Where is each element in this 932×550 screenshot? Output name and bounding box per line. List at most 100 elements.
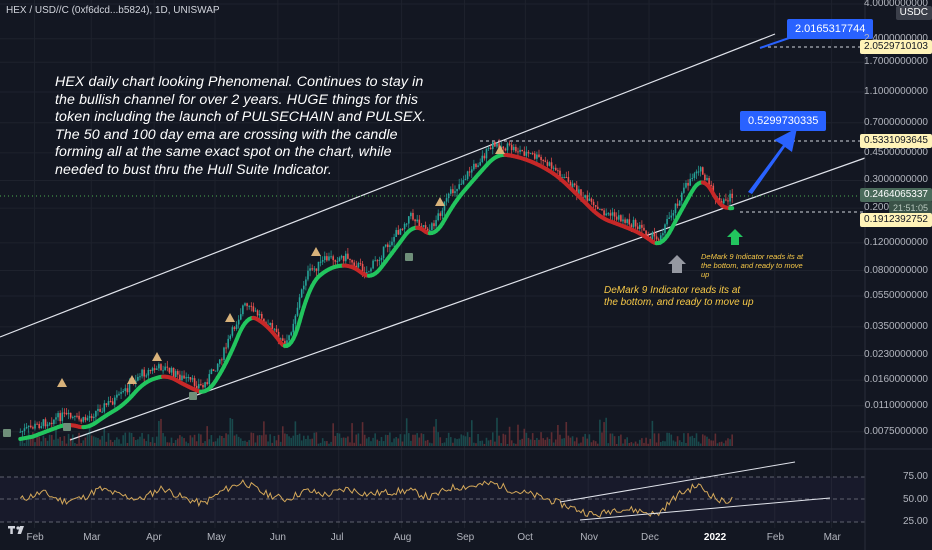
volume-bar-40 [103,428,106,446]
volume-bar-320 [691,435,694,446]
volume-bar-273 [592,440,595,446]
volume-bar-257 [559,434,561,446]
volume-bar-250 [544,439,547,446]
volume-bar-315 [680,442,683,446]
candle-body-186 [410,212,412,217]
rsi-pane[interactable] [0,448,932,523]
candle-body-336 [725,199,727,201]
channel-upper-line[interactable] [0,33,776,338]
volume-bar-141 [315,432,318,446]
candle-body-48 [120,392,122,394]
volume-bar-202 [443,442,446,446]
volume-bar-34 [90,435,93,446]
candle-body-244 [531,153,534,155]
volume-bar-146 [326,441,328,446]
candle-body-74 [174,371,177,378]
candle-body-66 [158,364,160,369]
candle-body-43 [109,401,112,403]
candle-body-190 [418,219,421,227]
callout-mid-target[interactable]: 0.5299730335 [740,111,827,131]
candle-body-225 [491,142,494,150]
green-arrow-icon [727,229,743,245]
candle-body-71 [168,367,171,373]
volume-bar-24 [69,438,72,446]
volume-bar-143 [319,442,322,446]
currency-badge[interactable]: USDC [895,6,932,20]
callout-upper-target[interactable]: 2.0165317744 [787,19,874,39]
price-label-low: 0.1912392752 [860,213,932,227]
volume-bar-86 [200,434,202,446]
volume-bar-19 [59,436,61,446]
candle-body-160 [355,265,358,268]
volume-bar-49 [122,435,124,446]
volume-bar-67 [160,418,162,446]
volume-bar-307 [664,441,666,446]
candle-body-98 [225,347,227,349]
volume-bar-46 [116,437,118,446]
candle-body-6 [32,427,34,429]
candle-body-218 [477,165,479,168]
volume-bar-248 [540,432,542,446]
candle-body-80 [187,377,190,379]
candle-body-253 [550,162,553,169]
volume-bar-200 [439,437,442,446]
volume-bar-281 [609,433,612,446]
volume-bar-130 [292,435,295,446]
volume-bar-72 [170,437,173,446]
annotation-text[interactable]: HEX daily chart looking Phenomenal. Cont… [55,74,427,178]
volume-bar-0 [19,441,22,446]
candle-body-125 [281,338,284,341]
candle-body-148 [330,256,332,258]
candle-body-321 [693,173,696,178]
candle-body-13 [46,424,49,427]
candle-body-227 [496,143,498,147]
price-tick-13: 0.0160000000 [864,374,928,386]
demark-note-large[interactable]: DeMark 9 Indicator reads its at the bott… [604,285,754,308]
demark-note-small[interactable]: DeMark 9 Indicator reads its at the bott… [701,252,804,279]
candle-body-149 [332,256,334,261]
volume-bar-322 [695,433,698,446]
volume-bar-237 [517,424,519,446]
volume-bar-208 [456,439,458,446]
candle-body-283 [613,212,616,217]
candle-body-116 [263,318,265,323]
candle-body-100 [229,335,232,339]
candle-body-35 [92,416,95,419]
candle-body-96 [221,359,223,361]
volume-bar-311 [672,440,675,446]
candle-body-248 [540,156,542,161]
candle-body-64 [153,368,156,370]
demark-warning-icon-1 [127,375,137,384]
candle-body-87 [202,384,204,388]
candle-body-254 [552,167,555,169]
volume-bar-178 [393,438,395,446]
volume-bar-82 [191,437,194,446]
volume-bar-88 [204,441,206,446]
volume-bar-111 [252,433,255,446]
volume-bar-332 [716,443,719,446]
volume-bar-98 [225,433,227,446]
candle-body-44 [111,401,114,405]
volume-bar-32 [86,433,89,446]
candle-body-294 [636,226,639,229]
volume-bar-153 [340,437,343,446]
volume-bar-157 [349,442,351,446]
candle-body-224 [489,147,492,150]
price-tick-10: 0.0550000000 [864,290,928,302]
candle-body-7 [34,423,36,429]
candle-body-285 [617,215,620,220]
candle-body-239 [521,149,523,152]
candle-body-38 [99,408,101,412]
volume-bar-7 [34,442,36,446]
volume-bar-305 [659,442,662,446]
volume-bar-61 [147,434,150,446]
volume-bar-284 [615,443,618,446]
candle-body-41 [105,403,108,405]
candle-body-278 [603,210,605,216]
candle-body-333 [718,197,721,202]
candle-body-95 [218,359,221,364]
candle-body-316 [683,187,685,193]
symbol-header[interactable]: HEX / USD//C (0xf6dcd...b5824), 1D, UNIS… [6,5,220,16]
candle-body-162 [359,263,362,265]
